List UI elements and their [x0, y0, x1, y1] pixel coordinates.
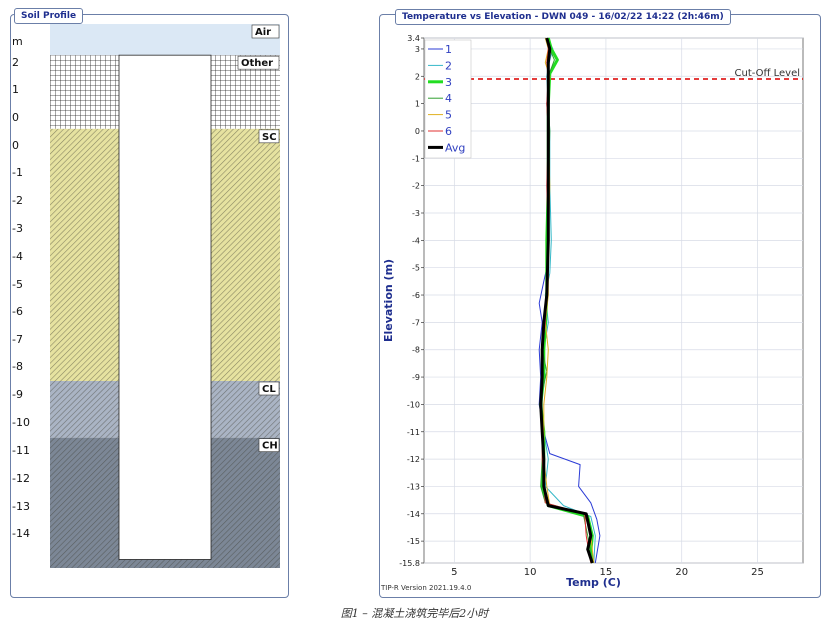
depth-label: -5 — [12, 278, 23, 291]
y-tick-label: -9 — [412, 373, 420, 382]
depth-label: -8 — [12, 360, 23, 373]
depth-label: -2 — [12, 194, 23, 207]
x-tick-label: 25 — [751, 567, 764, 578]
depth-label: -9 — [12, 388, 23, 401]
y-tick-label: -5 — [412, 264, 420, 273]
soil-profile-title: Soil Profile — [14, 8, 84, 24]
y-tick-label: -10 — [407, 400, 420, 409]
y-tick-label: -4 — [412, 236, 420, 245]
y-tick-label: 0 — [415, 127, 420, 136]
y-tick-label: -3 — [412, 209, 420, 218]
depth-label: 0 — [12, 111, 19, 124]
cutoff-level-label: Cut-Off Level — [735, 68, 800, 79]
legend-entry: Avg — [445, 141, 465, 154]
depth-label: -7 — [12, 333, 23, 346]
figure-caption: 图1 – 混凝土浇筑完毕后2小时 — [340, 607, 489, 620]
y-tick-label: -2 — [412, 182, 420, 191]
soil-layer-label: SC — [262, 132, 277, 143]
depth-label: -11 — [12, 444, 30, 457]
x-tick-label: 20 — [675, 567, 688, 578]
depth-label: -12 — [12, 472, 30, 485]
depth-label: 0 — [12, 139, 19, 152]
soil-layer-label: Other — [241, 58, 273, 69]
depth-label: -6 — [12, 305, 23, 318]
legend-entry: 1 — [445, 43, 452, 56]
x-tick-label: 10 — [524, 567, 537, 578]
chart-title: Temperature vs Elevation - DWN 049 - 16/… — [395, 9, 731, 25]
soil-layer-air — [50, 24, 280, 56]
y-tick-label: -15 — [407, 537, 420, 546]
y-tick-label: -14 — [407, 510, 420, 519]
plot-area — [423, 37, 804, 564]
y-tick-label: 1 — [415, 100, 420, 109]
depth-label: -4 — [12, 250, 23, 263]
y-tick-label: 3.4 — [407, 34, 420, 43]
y-tick-label: 3 — [415, 45, 420, 54]
depth-label: -14 — [12, 527, 30, 540]
y-tick-label: -13 — [407, 482, 420, 491]
y-tick-label: 2 — [415, 72, 420, 81]
y-tick-label: -15.8 — [399, 559, 420, 568]
depth-label: -3 — [12, 222, 23, 235]
version-label: TIP-R Version 2021.19.4.0 — [381, 584, 472, 592]
series-line-avg — [539, 37, 594, 564]
y-tick-label: -12 — [407, 455, 420, 464]
y-tick-label: -1 — [412, 154, 420, 163]
y-tick-label: -11 — [407, 428, 420, 437]
soil-layer-label: Air — [255, 27, 271, 38]
depth-label: -10 — [12, 416, 30, 429]
x-tick-label: 15 — [600, 567, 613, 578]
legend-entry: 5 — [445, 109, 452, 122]
depth-label: 2 — [12, 56, 19, 69]
soil-layer-label: CH — [262, 441, 278, 452]
pile-shaft — [118, 54, 212, 560]
soil-layer-label: CL — [262, 384, 276, 395]
y-tick-label: -7 — [412, 318, 420, 327]
depth-label: -1 — [12, 166, 23, 179]
depth-label: -13 — [12, 500, 30, 513]
legend-entry: 4 — [445, 92, 452, 105]
chart-legend: 1 2 3 4 5 6 Avg — [424, 39, 472, 159]
x-tick-label: 5 — [451, 567, 457, 578]
depth-unit: m — [12, 35, 23, 48]
legend-entry: 3 — [445, 76, 452, 89]
depth-label: 1 — [12, 83, 19, 96]
legend-entry: 2 — [445, 59, 452, 72]
y-tick-label: -8 — [412, 346, 420, 355]
x-axis-label: Temp (C) — [566, 576, 621, 589]
y-tick-label: -6 — [412, 291, 420, 300]
y-axis-label: Elevation (m) — [382, 259, 395, 342]
legend-entry: 6 — [445, 125, 452, 138]
